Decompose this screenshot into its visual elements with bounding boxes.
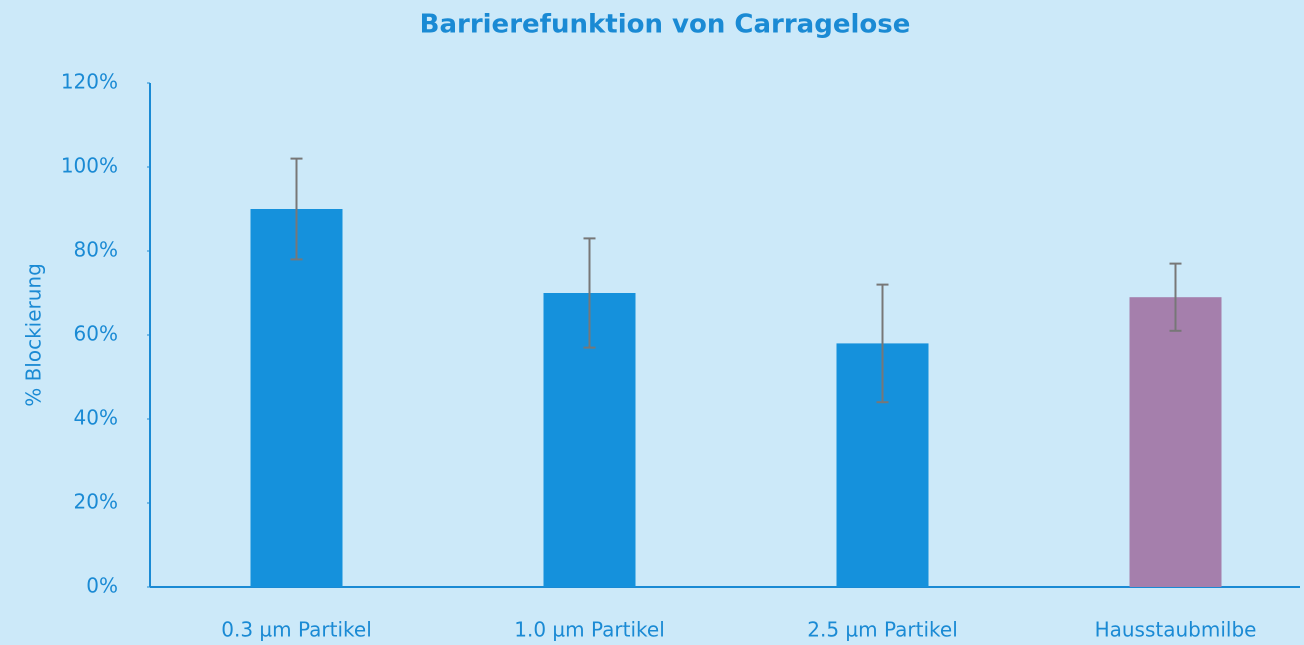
x-tick-label: 0.3 µm Partikel (221, 618, 372, 642)
error-bar (1169, 262, 1182, 332)
x-tick-label: Hausstaubmilbe (1095, 618, 1257, 642)
y-tick-label: 60% (74, 322, 118, 346)
error-bar (290, 157, 303, 261)
y-tick-label: 100% (61, 154, 118, 178)
y-tick-label: 40% (74, 406, 118, 430)
x-tick-label: 1.0 µm Partikel (514, 618, 665, 642)
y-tick-label: 20% (74, 490, 118, 514)
error-bar (583, 237, 596, 349)
y-tick-label: 0% (86, 574, 118, 598)
chart-title: Barrierefunktion von Carragelose (420, 10, 911, 40)
y-tick-label: 80% (74, 238, 118, 262)
y-tick-label: 120% (61, 70, 118, 94)
x-tick-label: 2.5 µm Partikel (807, 618, 958, 642)
bar (250, 209, 343, 587)
error-bar (876, 283, 889, 404)
bar (1129, 297, 1222, 587)
y-axis-label: % Blockierung (22, 263, 46, 407)
